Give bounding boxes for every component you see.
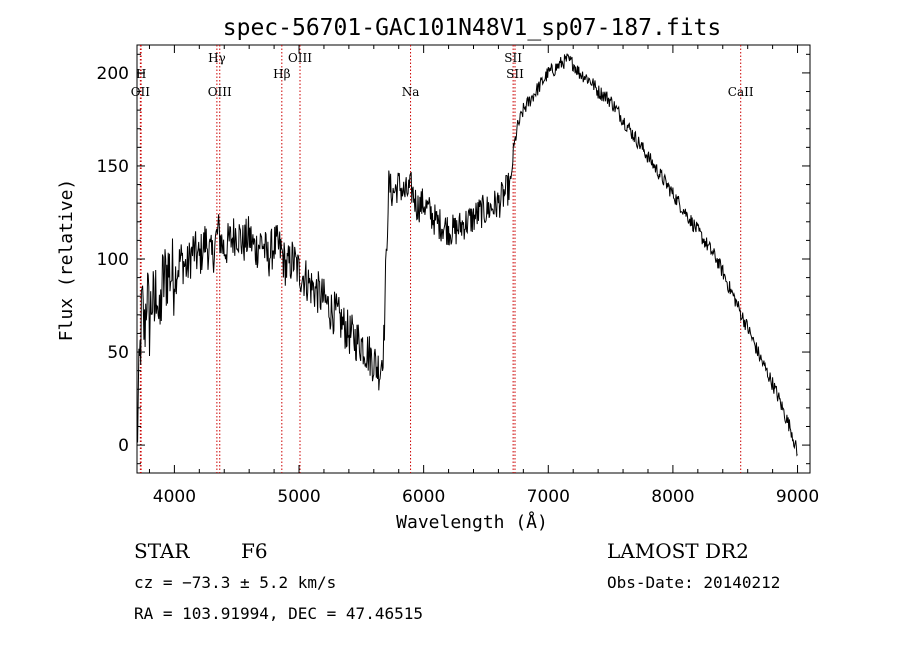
emission-line-label: OIII xyxy=(288,51,312,65)
x-tick-label: 9000 xyxy=(776,487,819,507)
x-tick-label: 4000 xyxy=(153,487,196,507)
emission-line-markers xyxy=(139,45,742,473)
observation-date: Obs-Date: 20140212 xyxy=(607,573,780,592)
emission-line-label: Na xyxy=(402,85,420,99)
y-tick-label: 200 xyxy=(97,64,129,84)
object-subclass: F6 xyxy=(241,539,268,563)
x-tick-label: 6000 xyxy=(402,487,445,507)
y-axis-label: Flux (relative) xyxy=(56,179,77,342)
spectrum-series-line xyxy=(136,53,798,457)
y-tick-label: 0 xyxy=(118,436,129,456)
x-tick-label: 8000 xyxy=(651,487,694,507)
x-axis-label: Wavelength (Å) xyxy=(396,511,548,533)
x-tick-label: 7000 xyxy=(527,487,570,507)
object-class: STAR xyxy=(134,539,190,563)
redshift-info: cz = −73.3 ± 5.2 km/s xyxy=(134,573,336,592)
chart-title: spec-56701-GAC101N48V1_sp07-187.fits xyxy=(223,15,722,41)
emission-line-label: OIII xyxy=(208,85,232,99)
y-tick-label: 150 xyxy=(97,157,129,177)
y-tick-label: 50 xyxy=(107,343,129,363)
survey-name: LAMOST DR2 xyxy=(607,539,749,563)
emission-line-label: SII xyxy=(506,67,524,81)
emission-line-label: CaII xyxy=(728,85,754,99)
plot-frame xyxy=(136,44,811,474)
emission-line-label: SII xyxy=(504,51,522,65)
coordinates: RA = 103.91994, DEC = 47.46515 xyxy=(134,604,423,623)
emission-line-label: H xyxy=(136,67,146,81)
x-tick-label: 5000 xyxy=(277,487,320,507)
emission-line-label: Hγ xyxy=(208,51,226,65)
y-axis-ticks: 0 50 100 150 200 xyxy=(97,53,810,465)
y-tick-label: 100 xyxy=(97,250,129,270)
emission-line-label: Hβ xyxy=(273,67,290,81)
x-axis-ticks: 4000 5000 6000 7000 8000 9000 xyxy=(148,45,819,507)
